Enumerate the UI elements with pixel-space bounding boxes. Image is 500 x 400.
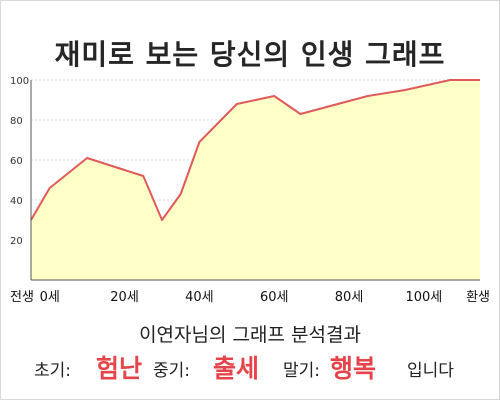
y-tick-60: 60 [10,156,23,167]
middle-value: 출세 [213,349,259,385]
x-tick-7: 환생 [466,290,490,305]
early-label: 초기: [34,356,71,381]
x-tick-2: 20세 [110,290,139,305]
middle-label: 중기: [153,356,190,381]
early-value: 험난 [96,349,142,385]
x-tick-6: 100세 [405,290,442,305]
y-tick-100: 100 [10,76,29,87]
late-value: 행복 [330,349,376,385]
y-tick-20: 20 [10,236,23,247]
x-tick-1: 0세 [40,290,60,305]
x-tick-0: 전생 [10,290,34,305]
x-tick-3: 40세 [185,290,214,305]
x-tick-4: 60세 [260,290,289,305]
result-summary: 초기: 험난 중기: 출세 말기: 행복 입니다 [0,348,500,382]
y-tick-80: 80 [10,116,23,127]
result-heading: 이연자님의 그래프 분석결과 [0,320,500,347]
closing-text: 입니다 [407,356,454,381]
y-tick-40: 40 [10,196,23,207]
x-tick-5: 80세 [335,290,364,305]
late-label: 말기: [283,356,320,381]
